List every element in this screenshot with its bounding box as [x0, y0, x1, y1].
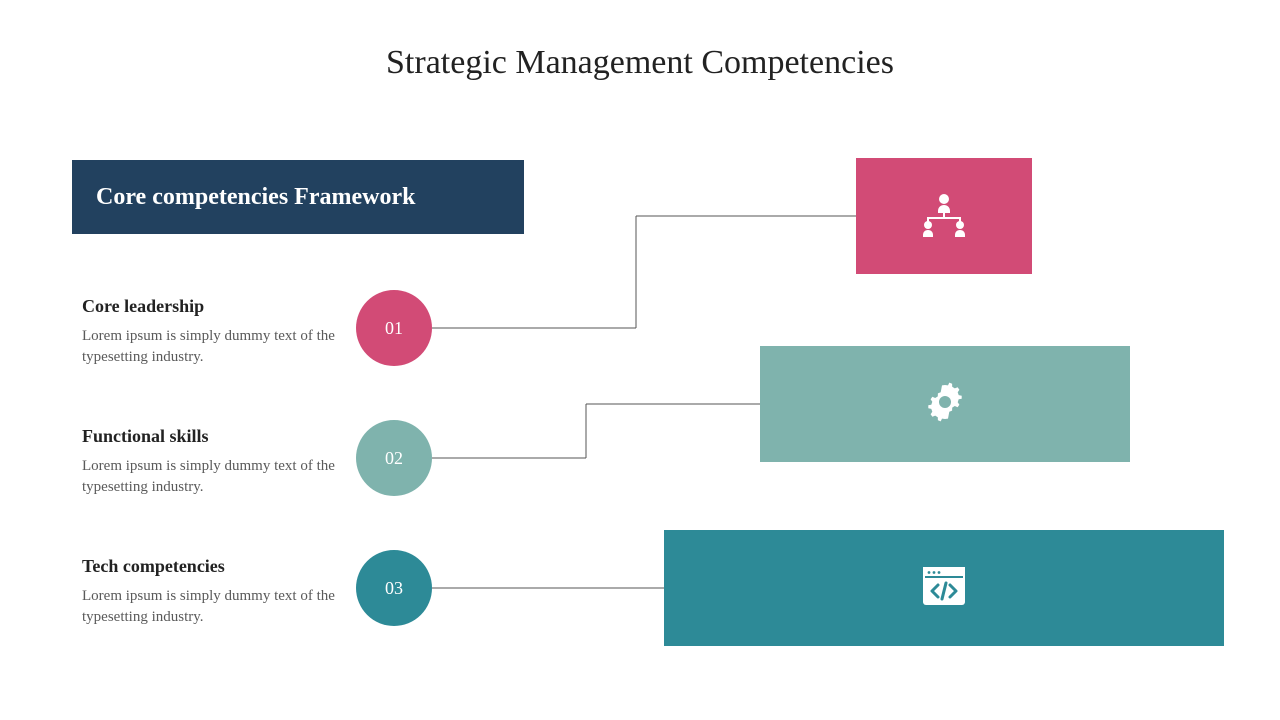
slide-title: Strategic Management Competencies	[0, 44, 1280, 82]
item-1-circle: 01	[356, 290, 432, 366]
item-2-number: 02	[385, 448, 403, 469]
item-1-title: Core leadership	[82, 296, 204, 317]
item-2-title: Functional skills	[82, 426, 209, 447]
item-3-icon-box	[664, 530, 1224, 646]
item-3-desc: Lorem ipsum is simply dummy text of the …	[82, 586, 342, 628]
item-1-icon-box	[856, 158, 1032, 274]
item-2-circle: 02	[356, 420, 432, 496]
gear-icon	[922, 379, 968, 430]
framework-box: Core competencies Framework	[72, 160, 524, 234]
item-1-number: 01	[385, 318, 403, 339]
item-3-title: Tech competencies	[82, 556, 225, 577]
framework-label: Core competencies Framework	[96, 184, 415, 211]
item-2-icon-box	[760, 346, 1130, 462]
hierarchy-icon	[917, 191, 971, 242]
item-3-number: 03	[385, 578, 403, 599]
item-2-desc: Lorem ipsum is simply dummy text of the …	[82, 456, 342, 498]
item-3-circle: 03	[356, 550, 432, 626]
code-icon	[921, 565, 967, 612]
item-1-desc: Lorem ipsum is simply dummy text of the …	[82, 326, 342, 368]
